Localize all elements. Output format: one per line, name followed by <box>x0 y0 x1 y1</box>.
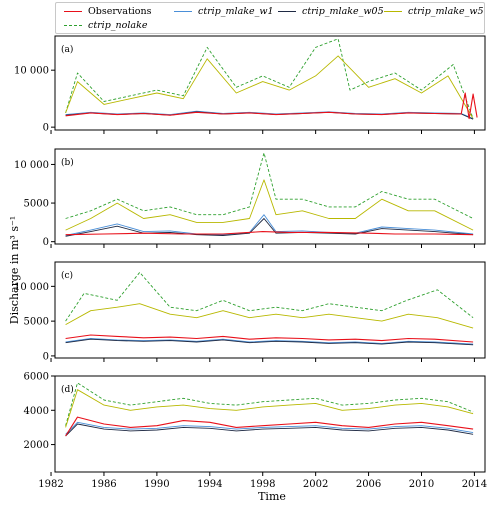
plot-frame <box>54 148 486 245</box>
series-line-ctrip-mlake-w1 <box>65 338 474 345</box>
legend-swatch-ctrip-mlake-w05 <box>278 11 296 12</box>
x-tick-label: 2006 <box>356 479 381 490</box>
series-line-ctrip-mlake-w1 <box>65 214 474 236</box>
legend-item-observations: Observations <box>64 6 152 17</box>
series-group <box>65 38 478 120</box>
series-line-observations <box>65 416 474 437</box>
legend-item-ctrip-mlake-w05: ctrip_mlake_w05 <box>278 6 384 17</box>
panel-1: 0 10 000 (a) <box>14 35 486 134</box>
panel-label: (c) <box>61 270 73 281</box>
series-line-ctrip-mlake-w05 <box>65 423 474 437</box>
series-group <box>65 382 474 437</box>
legend-label-ctrip-nolake: ctrip_nolake <box>88 20 148 31</box>
y-tick-label: 4000 <box>24 406 49 417</box>
panel-label: (d) <box>61 384 74 395</box>
panel-label: (b) <box>61 157 74 168</box>
y-tick-label: 0 <box>43 123 49 134</box>
x-tick-label: 2010 <box>409 479 434 490</box>
legend-label-ctrip-mlake-w1: ctrip_mlake_w1 <box>198 6 274 17</box>
series-line-ctrip-nolake <box>65 271 474 322</box>
x-tick-label: 2014 <box>462 479 487 490</box>
y-tick-label: 5000 <box>24 199 49 210</box>
series-line-ctrip-mlake-w5 <box>65 389 474 428</box>
legend-item-ctrip-mlake-w5: ctrip_mlake_w5 <box>384 6 484 17</box>
x-tick-label: 2002 <box>303 479 328 490</box>
series-line-ctrip-mlake-w5 <box>65 55 474 119</box>
series-line-ctrip-nolake <box>65 382 474 426</box>
series-line-ctrip-mlake-w1 <box>65 110 474 120</box>
y-tick-label: 10 000 <box>14 282 49 293</box>
series-line-ctrip-mlake-w5 <box>65 303 474 329</box>
legend-swatch-ctrip-nolake <box>64 25 82 26</box>
x-axis-label: Time <box>258 490 286 503</box>
series-line-ctrip-mlake-w05 <box>65 338 474 346</box>
panels: 0 10 000 (a) 0 5000 10 000 (b) 0 5000 10 000 (c) 20… <box>14 35 488 491</box>
y-axis-label: Discharge in m³ s⁻¹ <box>8 216 21 324</box>
plot-frame <box>54 375 486 473</box>
series-line-ctrip-mlake-w1 <box>65 421 474 435</box>
x-tick-label: 1998 <box>250 479 275 490</box>
legend-swatch-ctrip-mlake-w1 <box>174 11 192 12</box>
plot-frame <box>54 261 486 359</box>
x-tick-label: 1986 <box>91 479 116 490</box>
series-line-ctrip-nolake <box>65 152 474 219</box>
series-line-observations <box>65 92 478 120</box>
panel-2: 0 5000 10 000 (b) <box>14 148 486 248</box>
plot-frame <box>54 35 486 131</box>
series-group <box>65 152 474 237</box>
panel-4: 2000 4000 6000 1982 1986 1990 1994 1998 2002 2006… <box>24 372 488 491</box>
y-tick-label: 10 000 <box>14 66 49 77</box>
series-line-observations <box>65 231 474 236</box>
y-tick-label: 6000 <box>24 372 49 383</box>
legend-item-ctrip-mlake-w1: ctrip_mlake_w1 <box>174 6 274 17</box>
series-line-observations <box>65 334 474 343</box>
x-tick-label: 1994 <box>197 479 222 490</box>
series-group <box>65 271 474 346</box>
series-line-ctrip-mlake-w5 <box>65 179 474 231</box>
panel-label: (a) <box>61 44 73 55</box>
y-tick-label: 0 <box>43 237 49 248</box>
legend-label-ctrip-mlake-w5: ctrip_mlake_w5 <box>408 6 484 17</box>
x-tick-label: 1982 <box>38 479 63 490</box>
panel-3: 0 5000 10 000 (c) <box>14 261 486 362</box>
x-tick-label: 1990 <box>144 479 169 490</box>
legend-item-ctrip-nolake: ctrip_nolake <box>64 20 147 31</box>
series-line-ctrip-nolake <box>65 38 474 119</box>
y-tick-label: 2000 <box>24 440 49 451</box>
y-tick-label: 10 000 <box>14 160 49 171</box>
series-line-ctrip-mlake-w05 <box>65 218 474 237</box>
legend-swatch-ctrip-mlake-w5 <box>384 11 402 12</box>
y-tick-label: 5000 <box>24 317 49 328</box>
y-tick-label: 0 <box>43 351 49 362</box>
legend-swatch-observations <box>64 11 82 12</box>
legend: Observations ctrip_mlake_w1 ctrip_mlake_… <box>55 2 485 34</box>
legend-label-observations: Observations <box>88 6 152 17</box>
legend-label-ctrip-mlake-w05: ctrip_mlake_w05 <box>302 6 384 17</box>
